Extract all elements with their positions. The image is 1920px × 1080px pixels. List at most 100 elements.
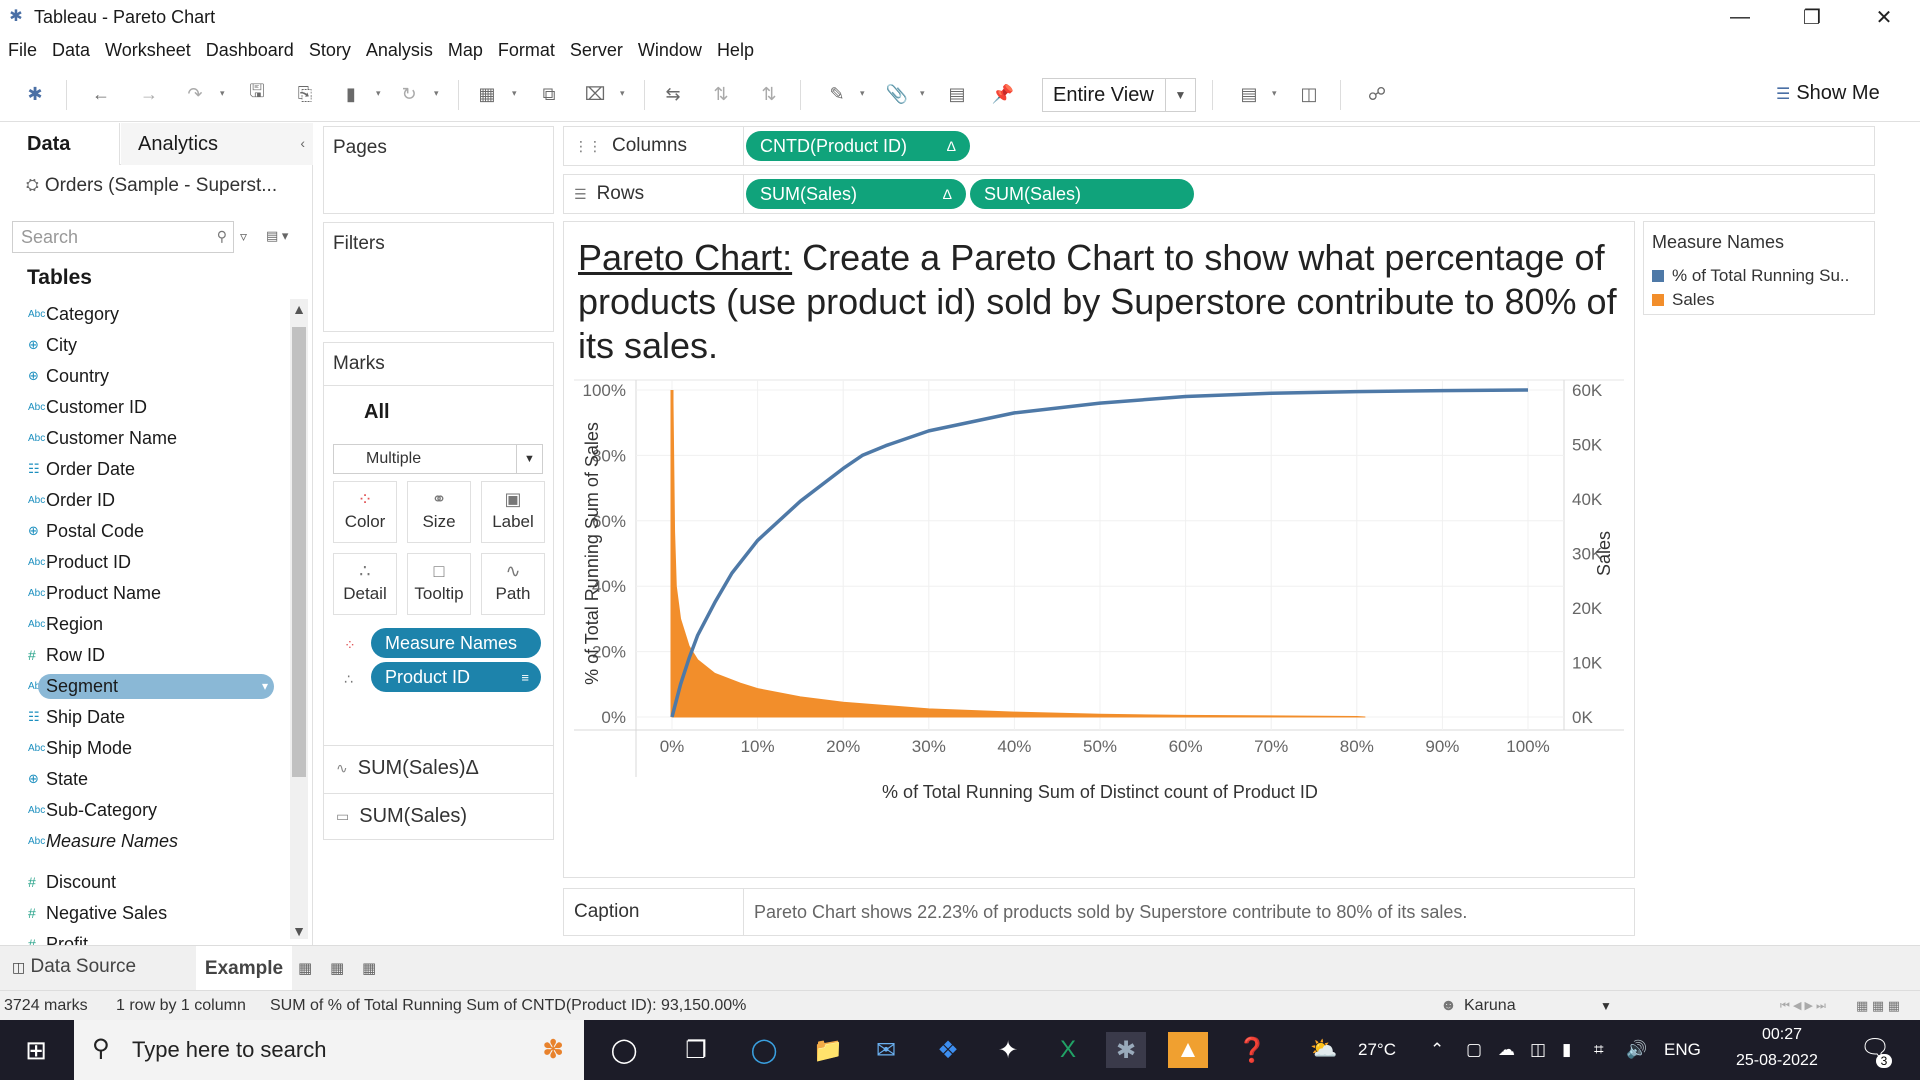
legend-item-sales[interactable]: Sales: [1652, 290, 1715, 310]
menu-help[interactable]: Help: [716, 39, 754, 60]
battery-icon[interactable]: ▮: [1562, 1040, 1572, 1059]
label-button[interactable]: ▣ Label: [481, 481, 545, 543]
menu-dashboard[interactable]: Dashboard: [205, 39, 294, 60]
filter-icon[interactable]: ▿: [240, 228, 248, 244]
replay-icon[interactable]: ↷: [187, 83, 203, 104]
app-icon[interactable]: ✦: [997, 1036, 1019, 1064]
scroll-down-icon[interactable]: ▼: [292, 923, 306, 939]
status-user[interactable]: Karuna: [1464, 997, 1516, 1014]
tab-analytics[interactable]: Analytics: [121, 123, 313, 165]
view-options-icon[interactable]: ▤ ▾: [266, 228, 289, 243]
new-datasource-icon[interactable]: ⎘: [297, 83, 313, 104]
excel-icon[interactable]: X: [1059, 1036, 1076, 1063]
measure-names-pill[interactable]: Measure Names: [371, 628, 541, 658]
fix-axes-icon[interactable]: 📌: [991, 83, 1015, 104]
weather-icon[interactable]: ⛅: [1310, 1036, 1338, 1061]
pareto-chart[interactable]: 0% 10% 20% 30% 40% 50% 60% 70% 80% 90% 100% 0% 20% 40…: [564, 372, 1634, 877]
tooltip-button[interactable]: □ Tooltip: [407, 553, 471, 615]
tableau-home-icon[interactable]: ✱: [27, 83, 43, 104]
field-list-scrollbar[interactable]: ▲ ▼: [290, 299, 308, 939]
task-view-icon[interactable]: ❐: [685, 1036, 707, 1064]
field-item[interactable]: ☷ Order Date: [0, 454, 290, 484]
new-story-icon[interactable]: ▦: [362, 960, 377, 977]
volume-icon[interactable]: 🔊: [1626, 1040, 1648, 1059]
new-worksheet-icon[interactable]: ▦: [298, 960, 313, 977]
field-item[interactable]: ⊕ State: [0, 764, 290, 794]
field-item[interactable]: ⊕ Postal Code: [0, 516, 290, 546]
columns-pill-cntd-product-id[interactable]: CNTD(Product ID) Δ: [746, 131, 970, 161]
tray-expand-icon[interactable]: ⌃: [1430, 1040, 1445, 1059]
meet-now-icon[interactable]: ▢: [1466, 1040, 1483, 1059]
refresh-icon[interactable]: ↻: [401, 83, 417, 104]
rows-pill-sum-sales-1[interactable]: SUM(Sales) Δ: [746, 179, 966, 209]
data-source-tab[interactable]: ◫ Data Source: [12, 956, 136, 978]
field-item[interactable]: Abc Customer Name: [0, 423, 290, 453]
field-item[interactable]: Abc Ship Mode: [0, 733, 290, 763]
save-icon[interactable]: 🖫: [249, 81, 265, 101]
columns-shelf[interactable]: ⋮⋮ Columns CNTD(Product ID) Δ: [563, 126, 1875, 166]
undo-icon[interactable]: ←: [92, 83, 110, 104]
photos-icon[interactable]: ▲: [1168, 1032, 1208, 1068]
minimize-button[interactable]: —: [1730, 5, 1750, 28]
file-explorer-icon[interactable]: 📁: [813, 1036, 843, 1064]
menu-worksheet[interactable]: Worksheet: [105, 39, 191, 60]
menu-file[interactable]: File: [8, 39, 38, 60]
menu-map[interactable]: Map: [447, 39, 483, 60]
redo-icon[interactable]: →: [140, 83, 158, 104]
wifi-icon[interactable]: ⌗: [1594, 1040, 1604, 1059]
restore-button[interactable]: ❐: [1803, 6, 1821, 29]
clear-sheet-icon[interactable]: ⌧: [584, 83, 606, 104]
scroll-up-icon[interactable]: ▲: [292, 301, 306, 317]
detail-button[interactable]: ∴ Detail: [333, 553, 397, 615]
taskbar-search-input[interactable]: ⚲ Type here to search ✽: [74, 1020, 584, 1080]
show-cards-icon[interactable]: ▤: [1240, 83, 1258, 104]
menu-server[interactable]: Server: [569, 39, 623, 60]
sort-ascending-icon[interactable]: ⇅: [713, 83, 729, 104]
sort-descending-icon[interactable]: ⇅: [761, 83, 777, 104]
mail-icon[interactable]: ✉: [875, 1036, 897, 1064]
cortana-icon[interactable]: ◯: [610, 1036, 638, 1064]
sheet-tab-example[interactable]: Example: [196, 946, 292, 991]
clock-date[interactable]: 25-08-2022: [1736, 1052, 1818, 1069]
sheet-nav-icon[interactable]: ⏮ ◀ ▶ ⏭: [1780, 1000, 1826, 1012]
color-button[interactable]: ⁘ Color: [333, 481, 397, 543]
menu-data[interactable]: Data: [52, 39, 91, 60]
new-worksheet-icon[interactable]: ▦: [478, 83, 496, 104]
show-labels-icon[interactable]: ▤: [948, 83, 966, 104]
menu-format[interactable]: Format: [497, 39, 555, 60]
presentation-mode-icon[interactable]: ◫: [1300, 83, 1318, 104]
field-item[interactable]: Abc Measure Names: [0, 826, 290, 856]
onedrive-icon[interactable]: ☁: [1498, 1040, 1515, 1059]
field-item[interactable]: # Discount: [0, 867, 290, 897]
dropbox-icon[interactable]: ❖: [937, 1036, 959, 1064]
field-item[interactable]: Abc Segment ▾: [0, 671, 290, 701]
help-icon[interactable]: ❓: [1237, 1036, 1267, 1064]
field-item[interactable]: # Negative Sales: [0, 898, 290, 928]
tableau-taskbar-icon[interactable]: ✱: [1106, 1032, 1146, 1068]
language[interactable]: ENG: [1664, 1040, 1701, 1059]
tab-data[interactable]: Data: [0, 123, 120, 165]
field-item[interactable]: Abc Order ID: [0, 485, 290, 515]
share-icon[interactable]: ☍: [1367, 83, 1387, 104]
screen-icon[interactable]: ◫: [1530, 1040, 1547, 1059]
field-item[interactable]: # Row ID: [0, 640, 290, 670]
field-item[interactable]: Abc Region: [0, 609, 290, 639]
menu-story[interactable]: Story: [308, 39, 351, 60]
layer-line[interactable]: ∿ SUM(Sales)Δ: [324, 745, 554, 791]
pause-updates-icon[interactable]: ▮: [346, 83, 356, 104]
mark-type-dropdown[interactable]: Multiple ▼: [333, 444, 543, 474]
product-id-pill[interactable]: Product ID ≡: [371, 662, 541, 692]
menu-window[interactable]: Window: [637, 39, 702, 60]
datasource-item[interactable]: ⛭ Orders (Sample - Superst...: [26, 175, 277, 197]
rows-shelf[interactable]: ☰ Rows SUM(Sales) Δ SUM(Sales): [563, 174, 1875, 214]
path-button[interactable]: ∿ Path: [481, 553, 545, 615]
field-item[interactable]: Abc Product Name: [0, 578, 290, 608]
field-item[interactable]: Abc Category: [0, 299, 290, 329]
rows-pill-sum-sales-2[interactable]: SUM(Sales): [970, 179, 1194, 209]
edge-icon[interactable]: ◯: [750, 1036, 778, 1064]
filters-card[interactable]: Filters: [323, 222, 554, 332]
show-me-button[interactable]: ☰ Show Me: [1776, 82, 1880, 105]
field-item[interactable]: ⊕ City: [0, 330, 290, 360]
pages-card[interactable]: Pages: [323, 126, 554, 214]
grid-view-icon[interactable]: ▦ ▦ ▦: [1856, 998, 1901, 1013]
